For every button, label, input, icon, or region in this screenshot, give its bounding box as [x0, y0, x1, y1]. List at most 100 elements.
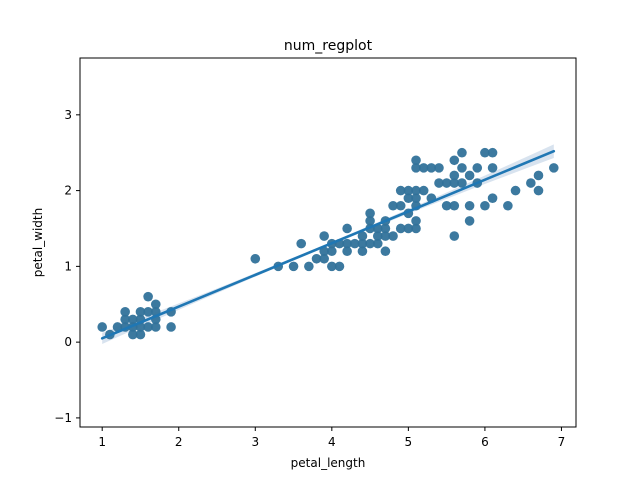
data-point — [449, 200, 460, 211]
data-point — [395, 200, 406, 211]
data-point — [449, 178, 460, 188]
data-point — [112, 322, 123, 332]
data-point — [365, 238, 375, 249]
data-point — [143, 291, 153, 302]
data-point — [327, 261, 337, 272]
y-axis-label: petal_width — [31, 208, 45, 277]
x-tick-label: 6 — [481, 435, 489, 449]
data-point — [503, 200, 513, 211]
data-point — [365, 216, 375, 226]
data-point — [388, 231, 398, 241]
data-point — [128, 329, 138, 340]
data-point — [357, 238, 368, 249]
data-point — [342, 238, 352, 249]
data-point — [487, 193, 498, 203]
data-point — [311, 253, 322, 264]
x-tick-label: 3 — [251, 435, 259, 449]
x-ticks: 1 2 3 4 5 6 7 — [98, 427, 565, 449]
data-point — [549, 163, 559, 173]
data-point — [327, 246, 337, 257]
data-point — [411, 216, 421, 226]
data-point — [480, 200, 490, 211]
data-point — [349, 238, 360, 249]
data-point — [441, 178, 452, 188]
data-point — [135, 329, 146, 340]
regression-line-layer — [100, 149, 556, 340]
data-point — [533, 185, 544, 196]
data-point — [319, 246, 329, 257]
y-ticks: −1 0 1 2 3 — [54, 108, 80, 425]
data-point — [150, 322, 161, 332]
data-point — [380, 246, 391, 257]
data-point — [342, 223, 352, 234]
data-point — [449, 231, 460, 241]
data-point — [304, 261, 314, 272]
data-point — [128, 314, 138, 325]
data-point — [319, 253, 329, 264]
data-point — [449, 170, 460, 181]
data-point — [342, 246, 352, 257]
data-point — [480, 147, 490, 158]
data-point — [418, 185, 429, 196]
data-point — [457, 178, 467, 188]
data-point — [388, 200, 398, 211]
data-point — [411, 163, 421, 173]
y-tick-label: −1 — [54, 411, 72, 425]
chart-title: num_regplot — [284, 38, 373, 54]
data-point — [411, 155, 421, 166]
data-point — [296, 238, 307, 249]
x-tick-label: 4 — [328, 435, 336, 449]
data-point — [411, 223, 421, 234]
data-point — [395, 185, 406, 196]
data-point — [357, 246, 368, 257]
data-point — [357, 231, 368, 241]
data-point — [380, 231, 391, 241]
data-point — [426, 163, 437, 173]
data-point — [365, 208, 375, 219]
regression-line — [100, 149, 556, 340]
data-point — [464, 200, 475, 211]
y-tick-label: 1 — [64, 259, 72, 273]
data-point — [411, 185, 421, 196]
data-point — [120, 307, 130, 317]
data-point — [434, 163, 444, 173]
data-point — [418, 163, 429, 173]
data-point — [395, 223, 406, 234]
x-tick-label: 5 — [405, 435, 413, 449]
data-point — [411, 193, 421, 203]
x-tick-label: 2 — [175, 435, 183, 449]
data-point — [380, 223, 391, 234]
x-axis-label: petal_length — [291, 456, 366, 470]
data-point — [403, 193, 414, 203]
data-point — [457, 163, 467, 173]
data-point — [526, 178, 536, 188]
data-point — [97, 322, 107, 332]
data-point — [135, 307, 146, 317]
data-point — [150, 299, 161, 310]
y-tick-label: 3 — [64, 108, 72, 122]
data-point — [441, 200, 452, 211]
data-point — [334, 261, 345, 272]
data-point — [464, 170, 475, 181]
data-point — [250, 253, 261, 264]
data-point — [319, 231, 329, 241]
data-point — [372, 231, 383, 241]
data-point — [403, 223, 414, 234]
data-point — [510, 185, 521, 196]
data-point — [457, 147, 467, 158]
data-point — [472, 163, 483, 173]
data-point — [143, 307, 153, 317]
data-point — [487, 163, 498, 173]
data-point — [403, 185, 414, 196]
x-tick-label: 1 — [98, 435, 106, 449]
data-point — [372, 238, 383, 249]
data-point — [143, 322, 153, 332]
data-point — [434, 178, 444, 188]
y-tick-label: 2 — [64, 184, 72, 198]
data-point — [533, 170, 544, 181]
data-point — [449, 155, 460, 166]
data-point — [464, 216, 475, 226]
data-point — [166, 322, 176, 332]
